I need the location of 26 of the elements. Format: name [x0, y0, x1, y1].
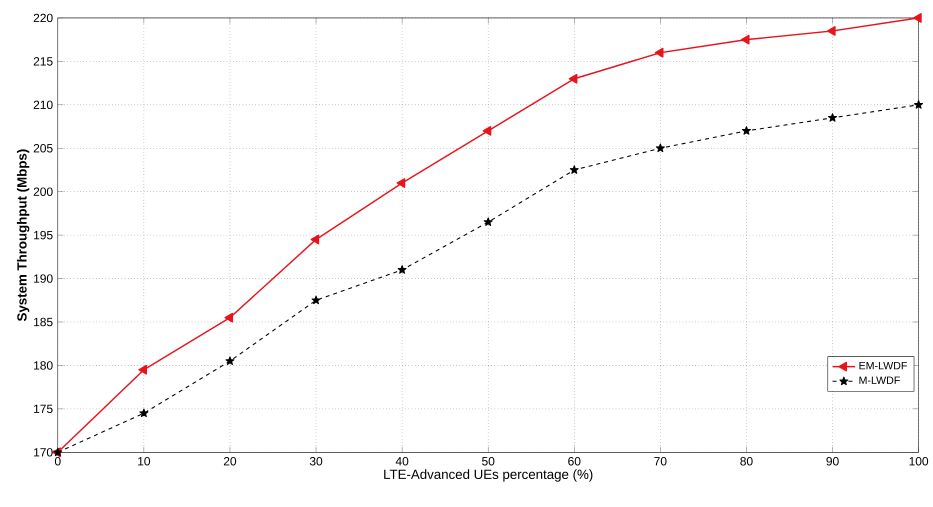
y-axis-title: System Throughput (Mbps) — [16, 149, 30, 322]
x-axis-title: LTE-Advanced UEs percentage (%) — [384, 469, 592, 482]
x-tick-label: 10 — [138, 456, 150, 466]
legend-label: EM-LWDF — [859, 362, 907, 370]
x-tick-label: 70 — [654, 456, 667, 466]
y-tick-label: 185 — [34, 318, 53, 326]
y-tick-label: 175 — [34, 404, 53, 414]
y-tick-label: 180 — [34, 361, 53, 370]
x-tick-label: 90 — [826, 456, 839, 466]
y-tick-label: 210 — [34, 100, 53, 109]
x-tick-label: 0 — [54, 456, 61, 466]
x-tick-label: 100 — [910, 456, 928, 466]
y-tick-label: 200 — [34, 187, 53, 196]
legend-label: M-LWDF — [859, 376, 900, 384]
x-tick-label: 20 — [224, 456, 236, 466]
x-tick-label: 40 — [396, 456, 408, 466]
y-tick-label: 220 — [34, 14, 53, 22]
x-tick-label: 60 — [568, 456, 580, 466]
y-tick-label: 215 — [34, 57, 53, 66]
x-tick-label: 50 — [482, 456, 494, 466]
y-tick-label: 190 — [34, 274, 53, 283]
x-tick-label: 30 — [310, 456, 322, 466]
y-tick-label: 170 — [34, 448, 53, 457]
y-tick-label: 205 — [34, 144, 53, 152]
y-tick-label: 195 — [34, 230, 53, 240]
x-tick-label: 80 — [740, 456, 753, 466]
